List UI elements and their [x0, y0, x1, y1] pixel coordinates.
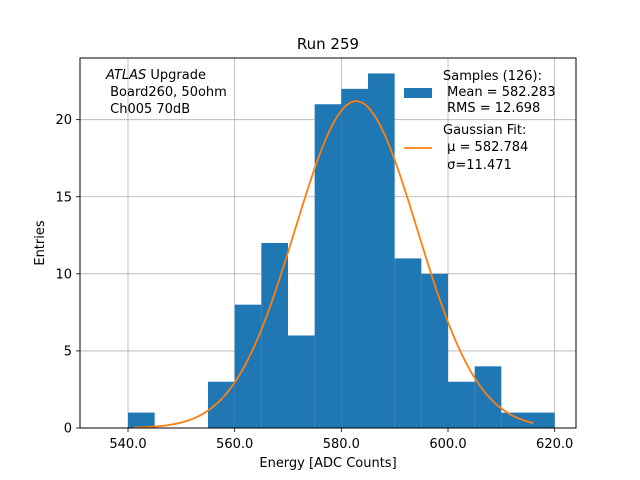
annotation-line-1: ATLAS Upgrade	[105, 68, 206, 83]
x-axis-label: Energy [ADC Counts]	[259, 456, 396, 471]
chart-title: Run 259	[297, 35, 359, 53]
histogram-bar	[261, 243, 288, 428]
histogram-bar	[288, 335, 315, 428]
y-tick-label: 15	[55, 190, 72, 205]
histogram-bar	[421, 273, 448, 428]
gaussian-fit-curve	[133, 100, 534, 429]
y-tick-label: 0	[64, 422, 72, 437]
annotation-atlas-text: ATLAS	[105, 68, 146, 83]
x-tick-label: 620.0	[536, 437, 573, 452]
histogram-bar	[448, 381, 475, 428]
legend-samples-line-3: RMS = 12.698	[443, 101, 540, 116]
x-tick-label: 580.0	[323, 437, 360, 452]
x-axis-ticks: 540.0 560.0 580.0 600.0 620.0	[109, 428, 573, 452]
x-tick-label: 560.0	[216, 437, 253, 452]
gaussian-fit-line	[133, 100, 534, 429]
y-axis-label: Entries	[33, 220, 48, 266]
x-tick-label: 540.0	[109, 437, 146, 452]
histogram-bar	[234, 304, 262, 428]
annotation-line-2: Board260, 50ohm	[106, 85, 227, 100]
legend-fit-line-3: σ=11.471	[443, 158, 512, 173]
legend-samples-swatch	[404, 88, 432, 98]
annotation-line-3: Ch005 70dB	[106, 102, 190, 117]
plot-frame	[79, 57, 577, 429]
histogram-bar	[128, 412, 155, 428]
x-tick-label: 600.0	[429, 437, 466, 452]
legend-fit-line-1: Gaussian Fit:	[443, 123, 526, 138]
histogram-bar	[368, 73, 395, 429]
histogram-bar	[528, 412, 555, 428]
atlas-annotation: ATLAS Upgrade Board260, 50ohm Ch005 70dB	[105, 68, 227, 117]
histogram-bar	[501, 412, 528, 428]
histogram-bars	[128, 73, 555, 429]
y-tick-label: 20	[55, 113, 72, 128]
histogram-bar	[394, 258, 422, 428]
legend-samples-line-2: Mean = 582.283	[443, 85, 555, 100]
y-tick-label: 5	[64, 344, 72, 359]
annotation-upgrade-text: Upgrade	[146, 68, 206, 83]
histogram-bar	[314, 104, 342, 428]
y-axis-ticks: 0 5 10 15 20	[55, 113, 80, 437]
y-tick-label: 10	[55, 267, 72, 282]
legend-fit-line-2: μ = 582.784	[443, 140, 528, 155]
histogram-bar	[341, 88, 368, 428]
legend-samples-line-1: Samples (126):	[443, 69, 542, 84]
legend: Samples (126): Mean = 582.283 RMS = 12.6…	[404, 69, 555, 173]
